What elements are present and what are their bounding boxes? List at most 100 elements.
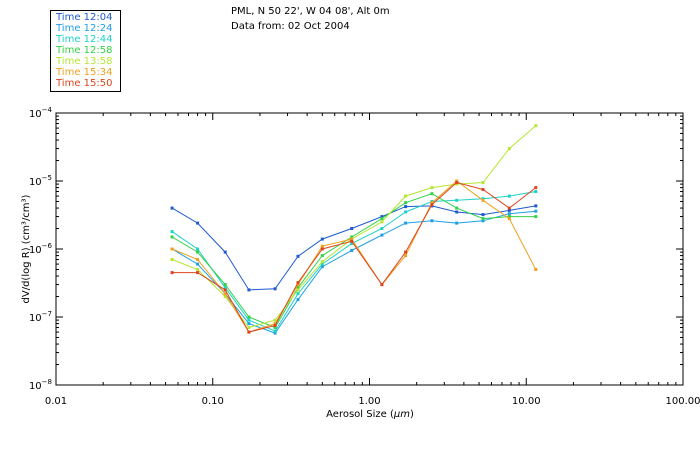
data-point <box>404 221 408 225</box>
data-point <box>196 271 200 275</box>
y-tick-label: 10−8 <box>29 378 52 392</box>
data-point <box>430 192 434 196</box>
data-point <box>404 250 408 254</box>
data-point <box>247 288 251 292</box>
y-tick-label: 10−5 <box>29 174 52 188</box>
data-point <box>320 237 324 241</box>
data-point <box>534 190 538 193</box>
data-point <box>247 315 251 319</box>
data-point <box>196 268 200 271</box>
data-point <box>273 322 277 326</box>
data-point <box>296 283 300 287</box>
series-line-6 <box>171 180 537 333</box>
data-point <box>534 124 538 128</box>
y-tick-label: 10−6 <box>29 242 53 256</box>
data-point <box>170 271 174 275</box>
data-point <box>273 331 277 335</box>
data-point <box>247 330 251 334</box>
data-point <box>247 322 251 326</box>
data-point <box>196 221 200 225</box>
data-point <box>534 215 538 219</box>
x-tick-label: 0.01 <box>45 396 67 407</box>
data-point <box>404 205 408 209</box>
data-point <box>455 221 459 225</box>
data-point <box>273 287 277 291</box>
data-point <box>223 295 227 298</box>
data-point <box>247 318 251 322</box>
data-point <box>534 204 538 208</box>
data-point <box>380 215 384 219</box>
legend: Time 12:04 Time 12:24 Time 12:44 Time 12:58… <box>50 10 121 92</box>
data-point <box>170 235 174 239</box>
data-point <box>380 227 384 230</box>
data-point <box>273 329 277 333</box>
data-point <box>430 203 434 207</box>
data-point <box>507 208 511 212</box>
data-point <box>296 298 300 302</box>
data-point <box>196 262 200 266</box>
data-point <box>481 188 485 191</box>
data-point <box>380 220 384 224</box>
data-point <box>404 210 408 214</box>
data-point <box>430 219 434 223</box>
data-point <box>430 201 434 205</box>
data-point <box>481 197 485 201</box>
data-point <box>196 247 200 251</box>
data-point <box>296 254 300 258</box>
data-point <box>350 237 354 241</box>
data-point <box>481 219 485 223</box>
data-point <box>455 198 459 202</box>
legend-entry: Time 15:50 <box>56 78 113 89</box>
data-point <box>430 186 434 190</box>
data-point <box>404 201 408 205</box>
y-tick-label: 10−4 <box>29 106 53 120</box>
data-point <box>273 318 277 322</box>
data-point <box>296 281 300 285</box>
data-point <box>455 181 459 184</box>
data-point <box>296 286 300 290</box>
x-tick-label: 1.00 <box>358 396 380 407</box>
legend-entry: Time 13:58 <box>56 56 113 67</box>
y-tick-label: 10−7 <box>29 310 52 324</box>
legend-entry: Time 15:34 <box>56 67 113 78</box>
data-point <box>223 288 227 292</box>
data-point <box>404 254 408 258</box>
series-line-1 <box>171 205 536 291</box>
data-point <box>273 324 277 327</box>
data-point <box>350 249 354 252</box>
series-line-2 <box>171 210 536 334</box>
data-point <box>350 235 354 239</box>
data-point <box>320 254 324 258</box>
data-point <box>507 215 511 219</box>
data-point <box>170 230 174 234</box>
data-point <box>481 198 485 202</box>
x-tick-label: 100.00 <box>666 396 700 407</box>
data-point <box>534 268 538 271</box>
plot-frame <box>55 112 684 386</box>
data-point <box>455 206 459 210</box>
data-point <box>481 217 485 221</box>
data-point <box>273 326 277 329</box>
location-label: PML, N 50 22', W 04 08', Alt 0m <box>231 6 390 17</box>
data-point <box>196 250 200 254</box>
legend-entry: Time 12:04 <box>56 12 113 23</box>
data-point <box>534 209 538 213</box>
series-line-7 <box>172 181 537 333</box>
data-point <box>350 227 354 230</box>
data-point <box>223 283 227 287</box>
data-point <box>223 292 227 296</box>
data-point <box>481 213 485 217</box>
data-point <box>350 242 354 246</box>
data-point <box>534 186 538 190</box>
data-point <box>380 233 384 237</box>
chart-header: PML, N 50 22', W 04 08', Alt 0m Data fro… <box>231 4 390 34</box>
data-point <box>247 326 251 329</box>
legend-entry: Time 12:24 <box>56 23 113 34</box>
y-axis-label: dV/d(log R) (cm³/cm³) <box>21 194 32 303</box>
data-point <box>481 181 485 184</box>
series-line-4 <box>171 193 536 329</box>
x-axis-label: Aerosol Size (μm) <box>326 409 414 420</box>
data-point <box>170 258 174 261</box>
data-point <box>507 206 511 210</box>
